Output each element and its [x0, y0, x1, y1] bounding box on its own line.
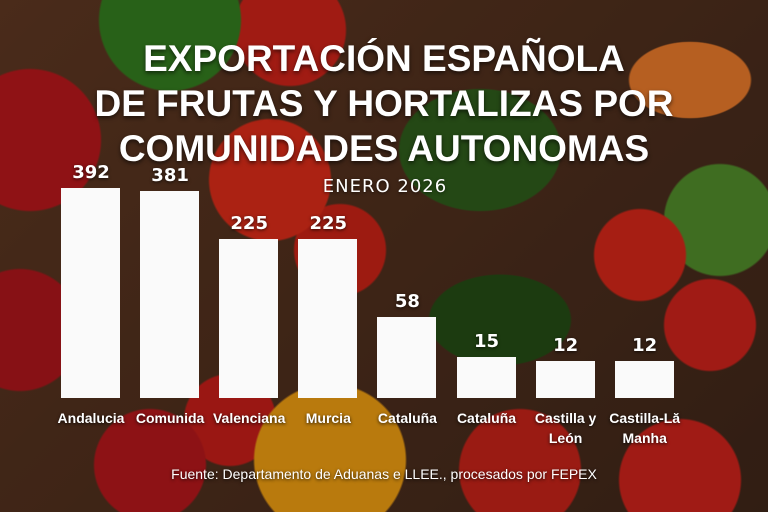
data-label: 58 [394, 291, 420, 313]
category-label: Valenciana [212, 410, 286, 426]
data-label: 225 [230, 213, 268, 234]
data-label: 225 [309, 213, 348, 234]
category-label: Cataluña [456, 410, 517, 426]
bar [298, 239, 358, 398]
data-label: 15 [473, 330, 500, 352]
chart-title: EXPORTACIÓN ESPAÑOLA DE FRUTAS Y HORTALI… [0, 36, 768, 171]
bar [219, 239, 279, 398]
category-label: Comunida [135, 410, 205, 426]
category-label: Castilla-Lă Manha [609, 410, 681, 446]
bar [61, 188, 120, 398]
data-label: 12 [632, 335, 658, 357]
bar [614, 361, 674, 398]
category-label: Cataluña [377, 410, 437, 426]
title-line-1: EXPORTACIÓN ESPAÑOLA [143, 38, 625, 79]
data-label: 392 [72, 162, 110, 184]
data-label: 12 [553, 335, 579, 357]
category-label: Castilla y León [534, 410, 597, 446]
bar [535, 361, 595, 398]
bar [456, 356, 516, 398]
bar [140, 191, 200, 398]
bar [377, 317, 437, 398]
category-label: Murcia [305, 410, 351, 426]
title-line-2: DE FRUTAS Y HORTALIZAS POR [94, 83, 674, 124]
title-line-3: COMUNIDADES AUTONOMAS [118, 128, 650, 169]
category-label: Andalucia [57, 410, 125, 426]
chart-subtitle: ENERO 2026 [322, 176, 448, 197]
source-note: Fuente: Departamento de Aduanas e LLEE.,… [171, 466, 597, 482]
data-label: 381 [151, 165, 189, 187]
